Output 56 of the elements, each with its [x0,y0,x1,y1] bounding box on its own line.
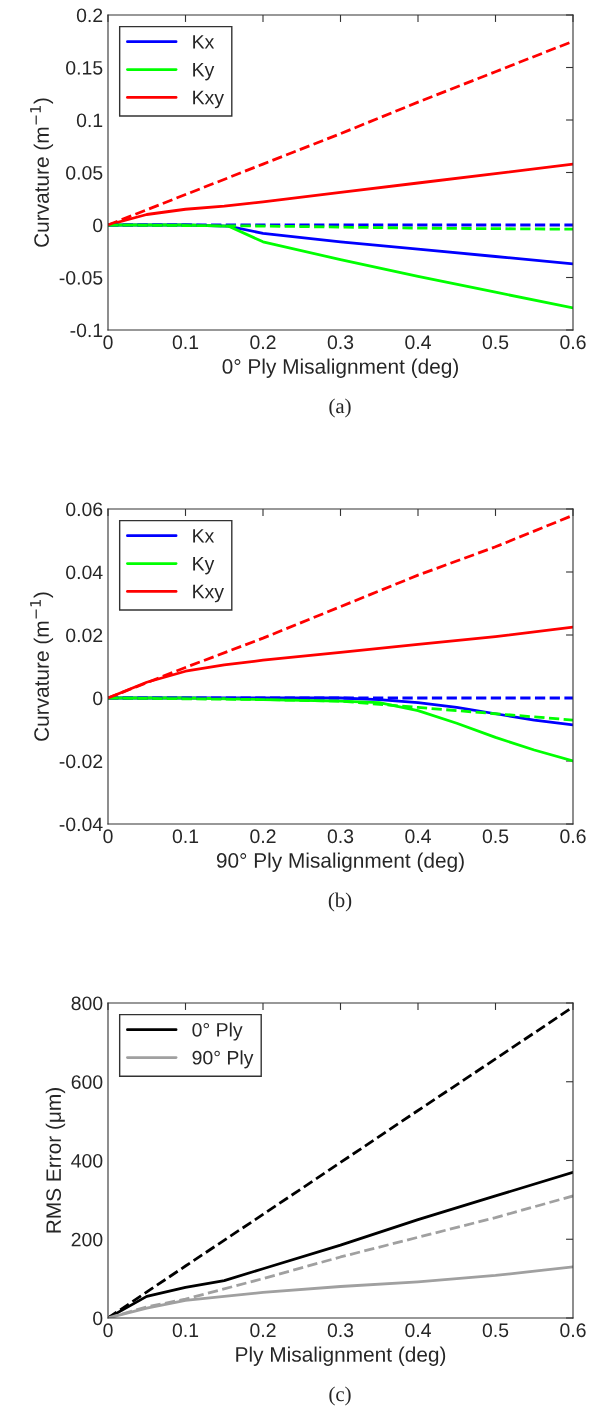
y-tick-label: 0 [93,218,103,233]
x-tick-label: 0.5 [482,1323,509,1338]
x-tick-label: 0.1 [172,1323,199,1338]
x-tick-label: 0.3 [327,1323,354,1338]
x-tick-label: 0.1 [172,335,199,350]
y-axis-title: RMS Error (μm) [45,1088,66,1233]
text: (b) [328,892,352,912]
y-tick-label: 200 [71,1232,103,1247]
y-tick-label: 0 [93,1311,103,1326]
y-tick-label: -0.05 [59,270,103,285]
x-tick-label: 0.4 [405,335,431,350]
y-tick-label: 0 [93,691,103,706]
x-tick-label: 0.3 [327,335,354,350]
x-tick-label: 0.6 [560,335,586,350]
y-tick-label: 600 [71,1075,103,1089]
y-axis-title: Curvature (m$^{−1}$) [30,98,54,247]
y-tick-label: 400 [71,1153,103,1168]
y-tick-label: 0.15 [66,60,103,75]
y-tick-label: -0.1 [70,323,103,338]
x-tick-label: 0.3 [327,829,354,844]
legend-label: Kxy [193,584,224,603]
x-tick-label: 0.1 [172,829,199,844]
y-tick-label: 0.05 [66,165,103,180]
text: (a) [329,398,351,418]
y-tick-label: -0.04 [59,817,103,832]
x-axis-title: 0° Ply Misalignment (deg) [222,358,459,378]
x-axis-title: Ply Misalignment (deg) [236,1346,446,1366]
y-tick-label: 0.2 [76,8,103,23]
x-tick-label: 0.5 [482,829,509,844]
x-tick-label: 0.5 [482,335,509,350]
y-tick-label: 0.06 [66,502,103,517]
legend-label: 0° Ply [192,1022,243,1041]
y-tick-label: 0.02 [66,628,103,643]
x-tick-label: 0.6 [560,829,586,844]
legend-label: 90° Ply [192,1050,254,1069]
y-tick-label: 0.1 [76,113,103,128]
legend-label: Ky [193,63,215,81]
x-tick-label: 0.4 [405,829,431,844]
y-axis-title: Curvature (m$^{−1}$) [30,592,54,741]
y-tick-label: 0.04 [66,565,103,580]
x-tick-label: 0.4 [405,1323,431,1338]
x-tick-label: 0.2 [250,1323,276,1338]
legend-label: Kxy [193,90,224,109]
x-tick-label: 0 [103,335,113,350]
x-tick-label: 0.2 [250,829,276,844]
x-tick-label: 0.6 [560,1323,586,1338]
x-axis-title: 90° Ply Misalignment (deg) [216,852,464,872]
text: (c) [329,1386,351,1406]
x-tick-label: 0 [103,829,113,844]
y-tick-label: 800 [71,996,103,1011]
y-tick-label: -0.02 [59,754,103,769]
legend-label: Kx [193,529,215,543]
x-tick-label: 0 [103,1323,113,1338]
x-tick-label: 0.2 [250,335,276,350]
legend-label: Kx [193,35,215,49]
legend-label: Ky [193,557,215,575]
